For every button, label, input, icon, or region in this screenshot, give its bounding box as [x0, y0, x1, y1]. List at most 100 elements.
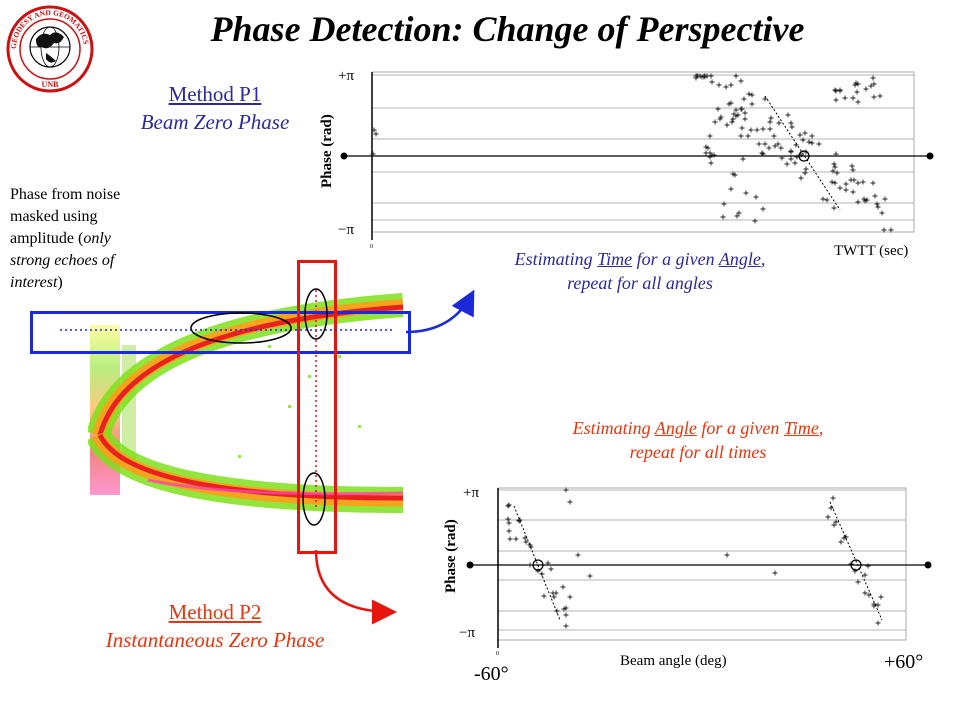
p2-zero-crossing-right: [850, 559, 862, 571]
scatter-point: [738, 78, 744, 84]
scatter-point: [875, 204, 881, 210]
scatter-point: [800, 137, 806, 143]
p1-gridlines: [372, 74, 914, 221]
scatter-point: [833, 151, 839, 157]
scatter-point: [749, 92, 755, 98]
scatter-point: [778, 145, 784, 151]
scatter-point: [505, 503, 511, 509]
scatter-point: [860, 179, 866, 185]
method-p2-title: Method P2: [168, 600, 262, 624]
scatter-point: [506, 502, 512, 508]
scatter-point: [733, 107, 739, 113]
scatter-point: [724, 122, 730, 128]
scatter-point: [709, 152, 715, 158]
scatter-point: [882, 196, 888, 202]
scatter-point: [371, 127, 377, 133]
scatter-point: [785, 112, 791, 118]
p2-ylabel: Phase (rad): [443, 519, 459, 593]
scatter-point: [554, 608, 560, 614]
method-p1-title: Method P1: [168, 82, 262, 106]
scatter-point: [776, 120, 782, 126]
p2-fit-line-right: [829, 501, 883, 621]
scatter-point: [720, 214, 726, 220]
zero-phase-ellipse-2: [304, 288, 328, 340]
scatter-point: [743, 190, 749, 196]
p2-xlabel: Beam angle (deg): [620, 653, 727, 669]
scatter-point: [760, 126, 766, 132]
scatter-point: [705, 145, 711, 151]
scatter-point: [855, 99, 861, 105]
scatter-point: [832, 164, 838, 170]
scatter-point: [563, 623, 569, 629]
scatter-point: [738, 133, 744, 139]
scatter-point: [709, 79, 715, 85]
scatter-point: [735, 112, 741, 118]
scatter-point: [832, 87, 838, 93]
scatter-point: [864, 197, 870, 203]
method-p1-subtitle: Beam Zero Phase: [140, 110, 290, 134]
scatter-point: [788, 149, 794, 155]
scatter-point: [772, 570, 778, 576]
p2-fit-line-left: [513, 505, 561, 621]
scatter-point: [798, 175, 804, 181]
scatter-point: [587, 573, 593, 579]
scatter-point: [855, 579, 861, 585]
scatter-point: [707, 133, 713, 139]
p1-points: [370, 73, 894, 233]
scatter-point: [829, 179, 835, 185]
scatter-point: [851, 177, 857, 183]
scatter-point: [830, 495, 836, 501]
scatter-point: [736, 210, 742, 216]
scatter-point: [767, 119, 773, 125]
scatter-point: [715, 106, 721, 112]
scatter-point: [373, 131, 379, 137]
scatter-point: [730, 116, 736, 122]
scatter-point: [506, 520, 512, 526]
plot-p2: +π −π Phase (rad) Beam angle (deg) -60° …: [443, 485, 932, 685]
zero-phase-ellipse-3: [302, 472, 326, 526]
scatter-point: [843, 181, 849, 187]
scatter-point: [563, 605, 569, 611]
scatter-point: [738, 106, 744, 112]
scatter-point: [775, 141, 781, 147]
scatter-point: [762, 96, 768, 102]
scatter-point: [828, 505, 834, 511]
scatter-point: [841, 535, 847, 541]
scatter-point: [832, 180, 838, 186]
scatter-point: [507, 536, 513, 542]
zero-phase-ellipse-1: [190, 312, 292, 344]
scatter-point: [875, 602, 881, 608]
scatter-point: [833, 519, 839, 525]
scatter-point: [837, 87, 843, 93]
p2-gridlines: [498, 489, 906, 631]
scatter-point: [541, 593, 547, 599]
scatter-point: [712, 119, 718, 125]
scatter-point: [792, 160, 798, 166]
scatter-point: [505, 516, 511, 522]
arrow-to-p1: [405, 289, 475, 334]
p1-x-origin: 0: [370, 244, 373, 250]
scatter-point: [721, 201, 727, 207]
scatter-point: [742, 110, 748, 116]
scatter-point: [752, 218, 758, 224]
scatter-point: [825, 514, 831, 520]
arrow-to-p2: [314, 549, 397, 625]
scatter-point: [824, 197, 830, 203]
scatter-point: [871, 81, 877, 87]
scatter-point: [797, 132, 803, 138]
scatter-point: [718, 114, 724, 120]
p1-zero-crossing: [798, 150, 810, 162]
logo-sub: UNB: [42, 80, 60, 89]
p1-xlabel: TWTT (sec): [834, 243, 908, 259]
scatter-point: [854, 89, 860, 95]
scatter-point: [788, 120, 794, 126]
method-p2-subtitle: Instantaneous Zero Phase: [105, 628, 325, 652]
caption-p1: Estimating Time for a given Angle, repea…: [514, 249, 766, 293]
scatter-point: [733, 73, 739, 79]
scatter-point: [724, 552, 730, 558]
slide-title: Phase Detection: Change of Perspective: [210, 9, 805, 49]
scatter-point: [802, 130, 808, 136]
scatter-point: [784, 161, 790, 167]
scatter-point: [746, 91, 752, 97]
scatter-point: [513, 536, 519, 542]
